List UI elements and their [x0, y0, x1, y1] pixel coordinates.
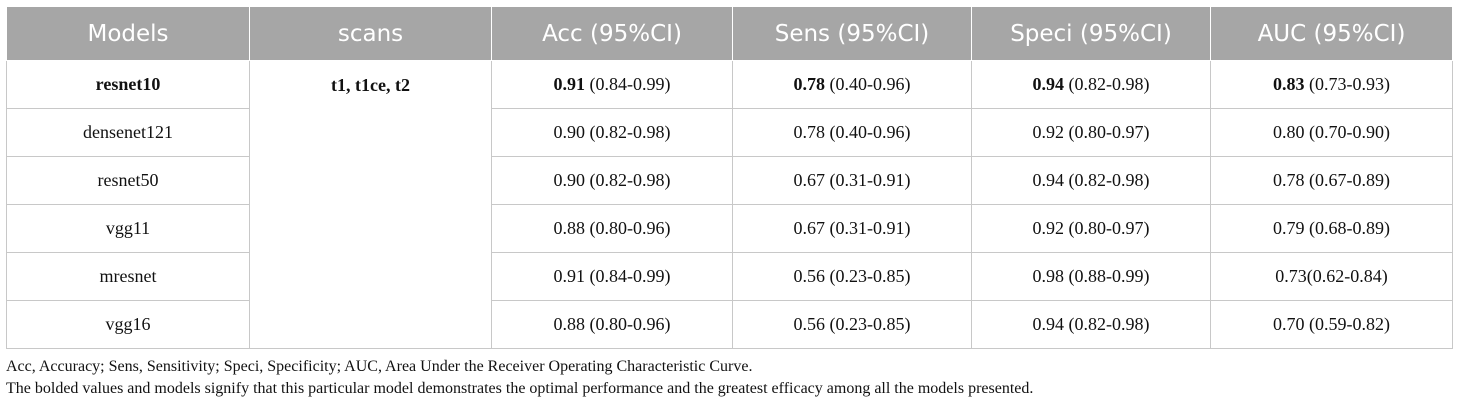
table-row: vgg11 0.88 (0.80-0.96) 0.67 (0.31-0.91) 0.9…	[6, 204, 1453, 253]
model-cell: resnet10	[6, 60, 250, 109]
model-cell: vgg16	[6, 300, 250, 349]
sens-ci: (0.31-0.91)	[829, 170, 911, 190]
auc-value: 0.73	[1275, 266, 1307, 286]
scans-cell: t1, t1ce, t2	[249, 60, 492, 349]
table-body: resnet10 t1, t1ce, t2 0.91 (0.84-0.99) 0.78…	[6, 60, 1453, 349]
table-row: vgg16 0.88 (0.80-0.96) 0.56 (0.23-0.85) 0.9…	[6, 300, 1453, 349]
acc-cell: 0.88 (0.80-0.96)	[491, 204, 733, 253]
sens-value: 0.67	[793, 218, 826, 238]
speci-value: 0.92	[1032, 122, 1065, 142]
results-table: Models scans Acc (95%CI) Sens (95%CI) Sp…	[6, 6, 1453, 349]
speci-cell: 0.92 (0.80-0.97)	[971, 108, 1211, 157]
bold-note: The bolded values and models signify tha…	[6, 380, 1034, 397]
header-models: Models	[6, 6, 250, 61]
acc-cell: 0.90 (0.82-0.98)	[491, 156, 733, 205]
speci-value: 0.98	[1032, 266, 1065, 286]
model-cell: vgg11	[6, 204, 250, 253]
acc-ci: (0.80-0.96)	[589, 314, 671, 334]
auc-cell: 0.78 (0.67-0.89)	[1210, 156, 1453, 205]
auc-ci: (0.67-0.89)	[1309, 170, 1390, 190]
table-footnotes: Acc, Accuracy; Sens, Sensitivity; Speci,…	[6, 356, 1452, 400]
auc-ci: (0.68-0.89)	[1309, 218, 1390, 238]
header-scans: scans	[249, 6, 492, 61]
speci-cell: 0.92 (0.80-0.97)	[971, 204, 1211, 253]
acc-ci: (0.82-0.98)	[589, 122, 671, 142]
auc-cell: 0.73(0.62-0.84)	[1210, 252, 1453, 301]
speci-cell: 0.98 (0.88-0.99)	[971, 252, 1211, 301]
acc-value: 0.90	[553, 170, 586, 190]
acc-value: 0.88	[553, 314, 586, 334]
acc-cell: 0.88 (0.80-0.96)	[491, 300, 733, 349]
acc-ci: (0.84-0.99)	[589, 266, 671, 286]
header-row: Models scans Acc (95%CI) Sens (95%CI) Sp…	[6, 6, 1453, 61]
sens-value: 0.67	[793, 170, 826, 190]
auc-value: 0.79	[1273, 218, 1305, 238]
auc-cell: 0.80 (0.70-0.90)	[1210, 108, 1453, 157]
speci-ci: (0.82-0.98)	[1068, 74, 1150, 94]
acc-value: 0.91	[553, 74, 586, 94]
table-row: resnet50 0.90 (0.82-0.98) 0.67 (0.31-0.91)…	[6, 156, 1453, 205]
sens-cell: 0.56 (0.23-0.85)	[732, 300, 972, 349]
speci-value: 0.92	[1032, 218, 1065, 238]
acc-value: 0.91	[553, 266, 586, 286]
acc-value: 0.88	[553, 218, 586, 238]
auc-ci: (0.59-0.82)	[1309, 314, 1390, 334]
table-row: densenet121 0.90 (0.82-0.98) 0.78 (0.40-0.…	[6, 108, 1453, 157]
sens-ci: (0.40-0.96)	[829, 74, 911, 94]
header-sens: Sens (95%CI)	[732, 6, 972, 61]
auc-ci: (0.62-0.84)	[1306, 266, 1388, 286]
auc-cell: 0.79 (0.68-0.89)	[1210, 204, 1453, 253]
auc-ci: (0.70-0.90)	[1309, 122, 1390, 142]
speci-value: 0.94	[1032, 170, 1065, 190]
acc-ci: (0.82-0.98)	[589, 170, 671, 190]
sens-ci: (0.23-0.85)	[829, 266, 911, 286]
acc-cell: 0.91 (0.84-0.99)	[491, 60, 733, 109]
speci-value: 0.94	[1032, 314, 1065, 334]
auc-value: 0.70	[1273, 314, 1305, 334]
table-row: resnet10 t1, t1ce, t2 0.91 (0.84-0.99) 0.78…	[6, 60, 1453, 349]
sens-value: 0.56	[793, 266, 826, 286]
speci-ci: (0.88-0.99)	[1068, 266, 1150, 286]
speci-value: 0.94	[1032, 74, 1065, 94]
sens-ci: (0.40-0.96)	[829, 122, 911, 142]
acc-cell: 0.91 (0.84-0.99)	[491, 252, 733, 301]
model-cell: mresnet	[6, 252, 250, 301]
abbreviations-note: Acc, Accuracy; Sens, Sensitivity; Speci,…	[6, 358, 753, 375]
acc-ci: (0.80-0.96)	[589, 218, 671, 238]
speci-ci: (0.80-0.97)	[1068, 218, 1150, 238]
header-auc: AUC (95%CI)	[1210, 6, 1453, 61]
auc-value: 0.83	[1273, 74, 1305, 94]
header-acc: Acc (95%CI)	[491, 6, 733, 61]
auc-ci: (0.73-0.93)	[1309, 74, 1390, 94]
auc-value: 0.80	[1273, 122, 1305, 142]
sens-cell: 0.67 (0.31-0.91)	[732, 156, 972, 205]
speci-cell: 0.94 (0.82-0.98)	[971, 60, 1211, 109]
sens-cell: 0.56 (0.23-0.85)	[732, 252, 972, 301]
sens-ci: (0.23-0.85)	[829, 314, 911, 334]
speci-ci: (0.82-0.98)	[1068, 170, 1150, 190]
sens-cell: 0.67 (0.31-0.91)	[732, 204, 972, 253]
sens-value: 0.78	[793, 74, 826, 94]
speci-cell: 0.94 (0.82-0.98)	[971, 156, 1211, 205]
auc-cell: 0.70 (0.59-0.82)	[1210, 300, 1453, 349]
acc-ci: (0.84-0.99)	[589, 74, 671, 94]
speci-ci: (0.82-0.98)	[1068, 314, 1150, 334]
auc-cell: 0.83 (0.73-0.93)	[1210, 60, 1453, 109]
model-cell: resnet50	[6, 156, 250, 205]
header-speci: Speci (95%CI)	[971, 6, 1211, 61]
sens-cell: 0.78 (0.40-0.96)	[732, 108, 972, 157]
acc-cell: 0.90 (0.82-0.98)	[491, 108, 733, 157]
sens-ci: (0.31-0.91)	[829, 218, 911, 238]
table-row: mresnet 0.91 (0.84-0.99) 0.56 (0.23-0.85) 0…	[6, 252, 1453, 301]
speci-ci: (0.80-0.97)	[1068, 122, 1150, 142]
auc-value: 0.78	[1273, 170, 1305, 190]
model-cell: densenet121	[6, 108, 250, 157]
speci-cell: 0.94 (0.82-0.98)	[971, 300, 1211, 349]
sens-cell: 0.78 (0.40-0.96)	[732, 60, 972, 109]
acc-value: 0.90	[553, 122, 586, 142]
sens-value: 0.78	[793, 122, 826, 142]
sens-value: 0.56	[793, 314, 826, 334]
